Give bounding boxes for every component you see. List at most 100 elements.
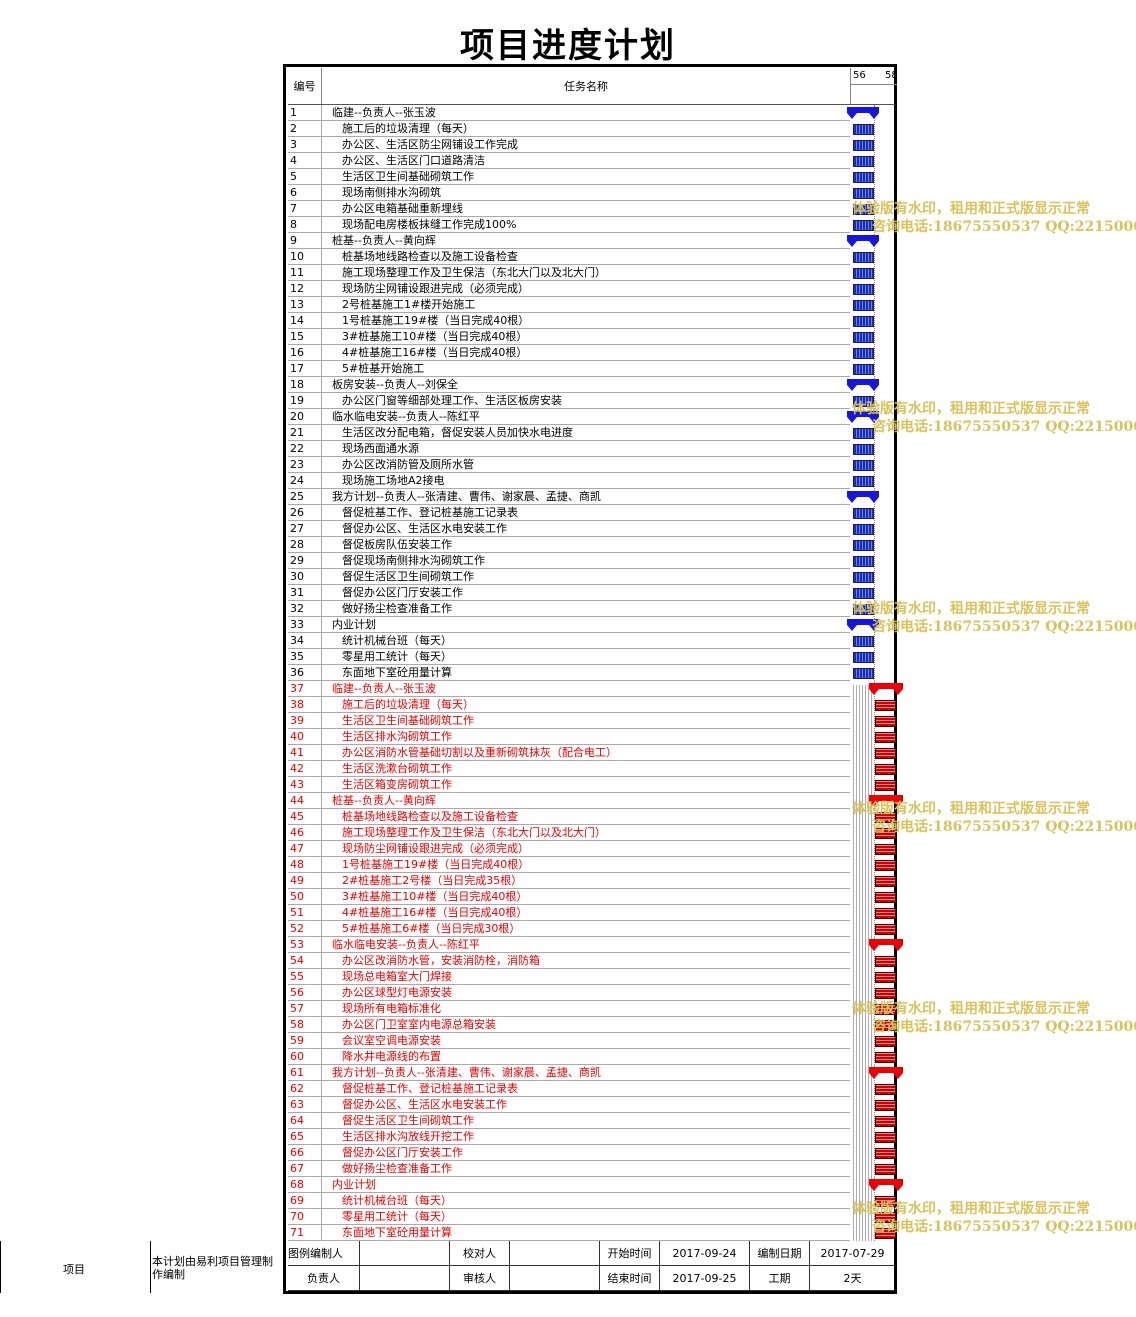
task-bar[interactable] — [875, 860, 896, 871]
task-row[interactable]: 52 5#桩基施工6#楼（当日完成30根） — [288, 921, 850, 937]
task-row[interactable]: 21 生活区改分配电箱，督促安装人员加快水电进度 — [288, 425, 850, 441]
task-row[interactable]: 58 办公区门卫室室内电源总箱安装 — [288, 1017, 850, 1033]
task-row[interactable]: 15 3#桩基施工10#楼（当日完成40根） — [288, 329, 850, 345]
task-row[interactable]: 51 4#桩基施工16#楼（当日完成40根） — [288, 905, 850, 921]
task-bar[interactable] — [853, 172, 874, 183]
task-row[interactable]: 63 督促办公区、生活区水电安装工作 — [288, 1097, 850, 1113]
task-bar[interactable] — [853, 124, 874, 135]
task-bar[interactable] — [875, 812, 896, 823]
task-row[interactable]: 61 我方计划--负责人--张清建、曹伟、谢家晨、孟捷、商凯 — [288, 1065, 850, 1081]
task-bar[interactable] — [853, 268, 874, 279]
task-row[interactable]: 43 生活区箱变房砌筑工作 — [288, 777, 850, 793]
task-row[interactable]: 65 生活区排水沟放线开挖工作 — [288, 1129, 850, 1145]
summary-bar[interactable] — [847, 107, 879, 119]
task-row[interactable]: 27 督促办公区、生活区水电安装工作 — [288, 521, 850, 537]
task-row[interactable]: 68 内业计划 — [288, 1177, 850, 1193]
task-bar[interactable] — [875, 764, 896, 775]
task-bar[interactable] — [875, 780, 896, 791]
task-row[interactable]: 17 5#桩基开始施工 — [288, 361, 850, 377]
task-row[interactable]: 37 临建--负责人--张玉波 — [288, 681, 850, 697]
task-row[interactable]: 13 2号桩基施工1#楼开始施工 — [288, 297, 850, 313]
task-bar[interactable] — [853, 636, 874, 647]
task-row[interactable]: 12 现场防尘网铺设跟进完成（必须完成） — [288, 281, 850, 297]
task-bar[interactable] — [853, 348, 874, 359]
task-bar[interactable] — [875, 1020, 896, 1031]
summary-bar[interactable] — [869, 1179, 903, 1191]
task-row[interactable]: 32 做好扬尘检查准备工作 — [288, 601, 850, 617]
task-row[interactable]: 53 临水临电安装--负责人--陈红平 — [288, 937, 850, 953]
task-bar[interactable] — [875, 748, 896, 759]
task-row[interactable]: 30 督促生活区卫生间砌筑工作 — [288, 569, 850, 585]
task-bar[interactable] — [875, 1116, 896, 1127]
task-bar[interactable] — [875, 876, 896, 887]
task-bar[interactable] — [853, 508, 874, 519]
task-bar[interactable] — [853, 140, 874, 151]
task-row[interactable]: 20 临水临电安装--负责人--陈红平 — [288, 409, 850, 425]
task-bar[interactable] — [853, 460, 874, 471]
task-bar[interactable] — [875, 1212, 896, 1223]
task-row[interactable]: 29 督促现场南侧排水沟砌筑工作 — [288, 553, 850, 569]
task-bar[interactable] — [875, 924, 896, 935]
task-bar[interactable] — [853, 652, 874, 663]
task-bar[interactable] — [853, 428, 874, 439]
task-row[interactable]: 34 统计机械台班（每天） — [288, 633, 850, 649]
task-bar[interactable] — [853, 556, 874, 567]
task-bar[interactable] — [875, 844, 896, 855]
task-bar[interactable] — [875, 716, 896, 727]
task-row[interactable]: 50 3#桩基施工10#楼（当日完成40根） — [288, 889, 850, 905]
task-row[interactable]: 23 办公区改消防管及厕所水管 — [288, 457, 850, 473]
task-row[interactable]: 28 督促板房队伍安装工作 — [288, 537, 850, 553]
task-row[interactable]: 46 施工现场整理工作及卫生保洁（东北大门以及北大门） — [288, 825, 850, 841]
task-row[interactable]: 10 桩基场地线路检查以及施工设备检查 — [288, 249, 850, 265]
task-row[interactable]: 54 办公区改消防水管，安装消防栓，消防箱 — [288, 953, 850, 969]
task-row[interactable]: 48 1号桩基施工19#楼（当日完成40根） — [288, 857, 850, 873]
task-bar[interactable] — [875, 972, 896, 983]
task-bar[interactable] — [875, 732, 896, 743]
task-bar[interactable] — [875, 1052, 896, 1063]
task-row[interactable]: 4 办公区、生活区门口道路清洁 — [288, 153, 850, 169]
task-bar[interactable] — [853, 156, 874, 167]
task-row[interactable]: 42 生活区洗漱台砌筑工作 — [288, 761, 850, 777]
task-row[interactable]: 39 生活区卫生间基础砌筑工作 — [288, 713, 850, 729]
task-bar[interactable] — [875, 1100, 896, 1111]
task-row[interactable]: 66 督促办公区门厅安装工作 — [288, 1145, 850, 1161]
task-row[interactable]: 40 生活区排水沟砌筑工作 — [288, 729, 850, 745]
task-bar[interactable] — [853, 524, 874, 535]
task-bar[interactable] — [875, 1148, 896, 1159]
summary-bar[interactable] — [847, 379, 879, 391]
task-bar[interactable] — [853, 604, 874, 615]
task-row[interactable]: 36 东面地下室砼用量计算 — [288, 665, 850, 681]
task-bar[interactable] — [853, 332, 874, 343]
task-row[interactable]: 24 现场施工场地A2接电 — [288, 473, 850, 489]
task-row[interactable]: 22 现场西面通水源 — [288, 441, 850, 457]
task-row[interactable]: 35 零星用工统计（每天） — [288, 649, 850, 665]
task-row[interactable]: 1 临建--负责人--张玉波 — [288, 105, 850, 121]
task-row[interactable]: 71 东面地下室砼用量计算 — [288, 1225, 850, 1241]
task-bar[interactable] — [853, 588, 874, 599]
task-bar[interactable] — [853, 204, 874, 215]
summary-bar[interactable] — [847, 491, 879, 503]
task-row[interactable]: 19 办公区门窗等细部处理工作、生活区板房安装 — [288, 393, 850, 409]
task-bar[interactable] — [853, 364, 874, 375]
task-bar[interactable] — [875, 1036, 896, 1047]
task-bar[interactable] — [853, 444, 874, 455]
task-row[interactable]: 6 现场南侧排水沟砌筑 — [288, 185, 850, 201]
task-row[interactable]: 64 督促生活区卫生间砌筑工作 — [288, 1113, 850, 1129]
task-row[interactable]: 67 做好扬尘检查准备工作 — [288, 1161, 850, 1177]
summary-bar[interactable] — [847, 619, 879, 631]
summary-bar[interactable] — [869, 1067, 903, 1079]
task-bar[interactable] — [853, 572, 874, 583]
task-bar[interactable] — [875, 1084, 896, 1095]
task-row[interactable]: 3 办公区、生活区防尘网铺设工作完成 — [288, 137, 850, 153]
task-bar[interactable] — [853, 284, 874, 295]
task-bar[interactable] — [875, 1196, 896, 1207]
task-bar[interactable] — [875, 828, 896, 839]
task-row[interactable]: 57 现场所有电箱标准化 — [288, 1001, 850, 1017]
task-bar[interactable] — [853, 220, 874, 231]
task-row[interactable]: 44 桩基--负责人--黄向辉 — [288, 793, 850, 809]
task-bar[interactable] — [875, 1132, 896, 1143]
task-row[interactable]: 55 现场总电箱室大门焊接 — [288, 969, 850, 985]
task-row[interactable]: 60 降水井电源线的布置 — [288, 1049, 850, 1065]
task-bar[interactable] — [853, 476, 874, 487]
task-bar[interactable] — [875, 1228, 896, 1239]
